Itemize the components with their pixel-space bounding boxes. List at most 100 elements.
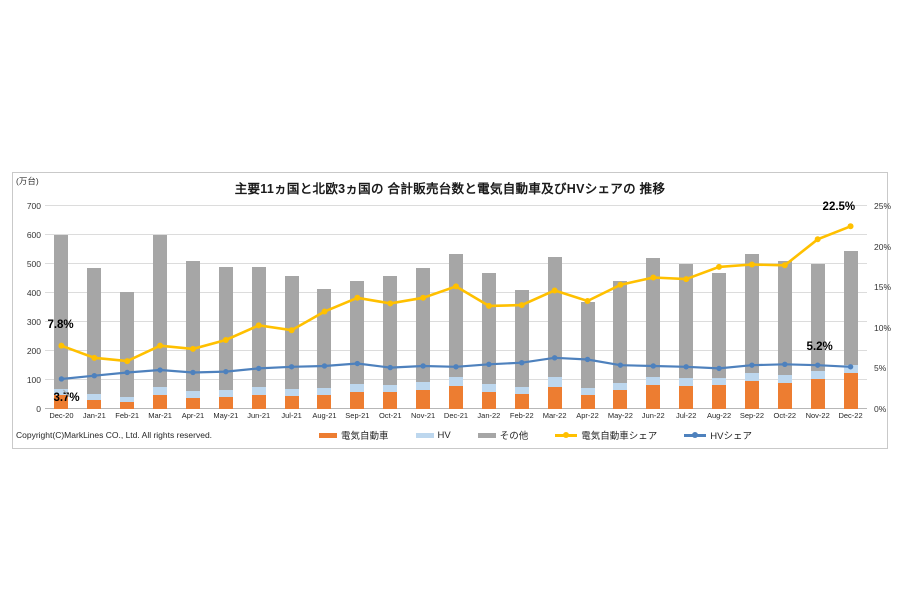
bar-segment-電気自動車: [350, 391, 365, 409]
chart-frame: (万台) 主要11ヵ国と北欧3ヵ国の 合計販売台数と電気自動車及びHVシェアの …: [12, 172, 891, 449]
x-axis-label: Dec-20: [49, 411, 74, 420]
bar-segment-電気自動車: [613, 389, 628, 409]
marker-HVシェア: [847, 364, 854, 370]
stacked-bar-Apr-22: [580, 301, 595, 409]
marker-電気自動車シェア: [847, 223, 854, 230]
bar-segment-HV: [218, 390, 233, 397]
annotation-3.7%: 3.7%: [53, 391, 80, 404]
bar-segment-電気自動車: [843, 373, 858, 409]
x-axis-label: Oct-21: [378, 411, 402, 420]
bar-segment-HV: [284, 389, 299, 396]
right-axis-tick-label: 10%: [874, 322, 892, 333]
stacked-bar-Jan-21: [87, 268, 102, 409]
x-axis-label: Apr-22: [576, 411, 599, 420]
x-axis-label: Jun-21: [247, 411, 271, 420]
stacked-bar-Aug-22: [712, 272, 727, 409]
annotation-leader-line: [62, 332, 68, 344]
bar-segment-その他: [810, 264, 825, 371]
left-axis-tick-label: 700: [26, 201, 41, 211]
bar-segment-HV: [777, 374, 792, 383]
bar-segment-電気自動車: [547, 386, 562, 409]
bar-segment-その他: [777, 261, 792, 375]
bar-segment-電気自動車: [317, 394, 332, 409]
legend-label: HVシェア: [710, 431, 752, 442]
bar-segment-電気自動車: [218, 396, 233, 409]
gridline: [45, 234, 867, 235]
bar-segment-HV: [87, 394, 102, 401]
legend-swatch-line-icon: [555, 432, 578, 439]
bar-segment-HV: [646, 376, 661, 385]
marker-HVシェア: [782, 361, 788, 368]
chart-title: 主要11ヵ国と北欧3ヵ国の 合計販売台数と電気自動車及びHVシェアの 推移: [234, 182, 666, 196]
stacked-bar-May-21: [218, 266, 233, 409]
bar-segment-HV: [613, 382, 628, 390]
marker-電気自動車シェア: [716, 263, 723, 270]
line-series-overlay: [58, 223, 854, 398]
marker-電気自動車シェア: [354, 294, 361, 301]
bar-segment-HV: [383, 384, 398, 392]
bar-segment-電気自動車: [383, 391, 398, 409]
x-axis-label: May-22: [607, 411, 633, 420]
marker-HVシェア: [453, 364, 459, 370]
x-axis-label: Sep-22: [739, 411, 764, 420]
right-axis-tick-label: 15%: [874, 282, 892, 293]
copyright-text: Copyright(C)MarkLines CO., Ltd. All righ…: [16, 430, 213, 440]
x-axis-label: Nov-21: [411, 411, 436, 420]
bar-segment-HV: [449, 377, 463, 386]
bar-segment-その他: [481, 272, 496, 385]
bar-segment-HV: [481, 384, 496, 392]
bar-segment-その他: [449, 253, 463, 378]
bar-segment-HV: [810, 370, 825, 379]
stacked-bar-Mar-21: [153, 235, 168, 409]
x-axis-label: May-21: [213, 411, 239, 420]
bar-segment-その他: [580, 301, 595, 389]
bar-segment-その他: [744, 253, 759, 374]
bar-segment-その他: [350, 281, 365, 385]
marker-電気自動車シェア: [387, 300, 394, 307]
legend-item-HVシェア: HVシェア: [684, 428, 752, 442]
x-axis-label: Oct-22: [773, 411, 797, 420]
bar-segment-HV: [317, 388, 332, 395]
bar-segment-その他: [54, 235, 69, 389]
marker-電気自動車シェア: [58, 342, 65, 349]
x-axis-label: Jul-21: [281, 411, 302, 420]
legend-swatch-bar-icon: [319, 432, 337, 438]
legend-marker-icon: [692, 432, 699, 438]
marker-HVシェア: [650, 363, 656, 369]
bar-segment-HV: [547, 377, 562, 387]
marker-電気自動車シェア: [617, 281, 624, 288]
legend-label: HV: [437, 429, 451, 441]
legend-marker-icon: [563, 432, 570, 438]
marker-HVシェア: [157, 367, 163, 373]
annotation-5.2%: 5.2%: [806, 340, 833, 353]
bar-segment-HV: [744, 373, 759, 382]
left-axis-tick-label: 200: [26, 346, 41, 356]
bar-segment-HV: [153, 386, 168, 396]
marker-電気自動車シェア: [91, 354, 98, 361]
left-axis-unit-label: (万台): [16, 176, 39, 186]
bar-segment-電気自動車: [185, 397, 200, 409]
bar-segment-その他: [547, 256, 562, 378]
legend-item-電気自動車シェア: 電気自動車シェア: [555, 428, 657, 442]
marker-HVシェア: [814, 362, 821, 368]
x-axis-label: Aug-22: [706, 411, 732, 420]
annotation-7.8%: 7.8%: [47, 318, 74, 331]
bar-segment-電気自動車: [87, 400, 102, 409]
legend-item-その他: その他: [477, 428, 528, 442]
right-axis-tick-label: 0%: [874, 404, 887, 414]
stacked-bar-May-22: [613, 281, 628, 409]
x-axis-label: Mar-21: [148, 411, 172, 420]
bar-segment-HV: [712, 378, 727, 386]
marker-電気自動車シェア: [814, 236, 821, 243]
marker-電気自動車シェア: [453, 283, 459, 290]
bar-segment-HV: [251, 387, 266, 395]
annotation-22.5%: 22.5%: [822, 201, 856, 214]
marker-電気自動車シェア: [124, 358, 131, 365]
bar-segment-電気自動車: [153, 395, 168, 409]
marker-電気自動車シェア: [222, 336, 229, 343]
bar-segment-電気自動車: [679, 385, 694, 409]
x-axis-label: Jul-22: [675, 411, 697, 420]
stacked-bar-Dec-20: [54, 235, 69, 409]
marker-HVシェア: [288, 364, 295, 370]
